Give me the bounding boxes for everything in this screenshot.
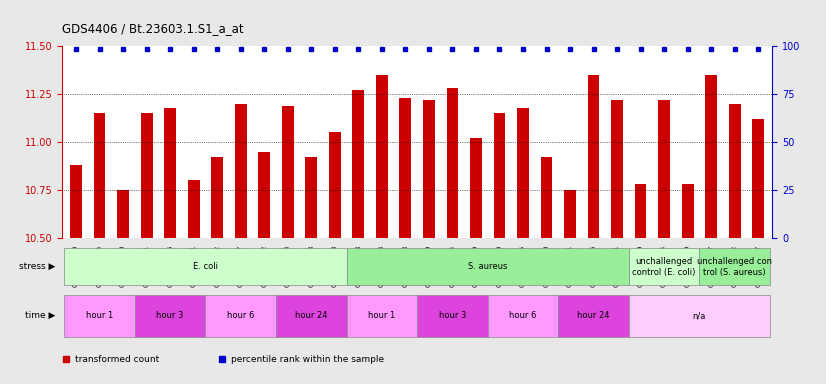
Bar: [629, 295, 770, 337]
Bar: [470, 138, 482, 238]
Text: hour 1: hour 1: [368, 311, 396, 320]
Bar: [235, 104, 247, 238]
Bar: [658, 100, 670, 238]
Bar: [587, 75, 600, 238]
Bar: [93, 113, 106, 238]
Text: unchallenged
control (E. coli): unchallenged control (E. coli): [633, 257, 695, 276]
Bar: [70, 165, 82, 238]
Text: hour 3: hour 3: [156, 311, 184, 320]
Bar: [705, 75, 717, 238]
Text: stress ▶: stress ▶: [18, 262, 55, 271]
Text: hour 1: hour 1: [86, 311, 113, 320]
Bar: [558, 295, 629, 337]
Bar: [164, 108, 176, 238]
Text: n/a: n/a: [693, 311, 706, 320]
Text: E. coli: E. coli: [193, 262, 218, 271]
Bar: [417, 295, 487, 337]
Bar: [64, 295, 135, 337]
Bar: [611, 100, 623, 238]
Bar: [752, 119, 764, 238]
Bar: [681, 184, 694, 238]
Bar: [447, 88, 458, 238]
Bar: [700, 248, 770, 285]
Bar: [188, 180, 200, 238]
Text: hour 6: hour 6: [227, 311, 254, 320]
Bar: [634, 184, 647, 238]
Bar: [541, 157, 553, 238]
Bar: [140, 113, 153, 238]
Bar: [564, 190, 576, 238]
Bar: [306, 157, 317, 238]
Bar: [135, 295, 206, 337]
Text: transformed count: transformed count: [74, 355, 159, 364]
Text: percentile rank within the sample: percentile rank within the sample: [231, 355, 384, 364]
Bar: [487, 295, 558, 337]
Text: hour 24: hour 24: [295, 311, 328, 320]
Bar: [347, 248, 629, 285]
Bar: [729, 104, 741, 238]
Text: time ▶: time ▶: [25, 311, 55, 320]
Bar: [400, 98, 411, 238]
Text: hour 3: hour 3: [439, 311, 466, 320]
Text: S. aureus: S. aureus: [468, 262, 507, 271]
Text: unchallenged con
trol (S. aureus): unchallenged con trol (S. aureus): [697, 257, 772, 276]
Bar: [276, 295, 347, 337]
Bar: [259, 152, 270, 238]
Bar: [423, 100, 434, 238]
Bar: [517, 108, 529, 238]
Bar: [494, 113, 506, 238]
Bar: [376, 75, 387, 238]
Text: hour 24: hour 24: [577, 311, 610, 320]
Bar: [117, 190, 129, 238]
Bar: [282, 106, 293, 238]
Bar: [211, 157, 223, 238]
Bar: [353, 90, 364, 238]
Bar: [206, 295, 276, 337]
Bar: [347, 295, 417, 337]
Text: GDS4406 / Bt.23603.1.S1_a_at: GDS4406 / Bt.23603.1.S1_a_at: [62, 22, 244, 35]
Bar: [629, 248, 700, 285]
Text: hour 6: hour 6: [510, 311, 537, 320]
Bar: [64, 248, 347, 285]
Bar: [329, 132, 340, 238]
